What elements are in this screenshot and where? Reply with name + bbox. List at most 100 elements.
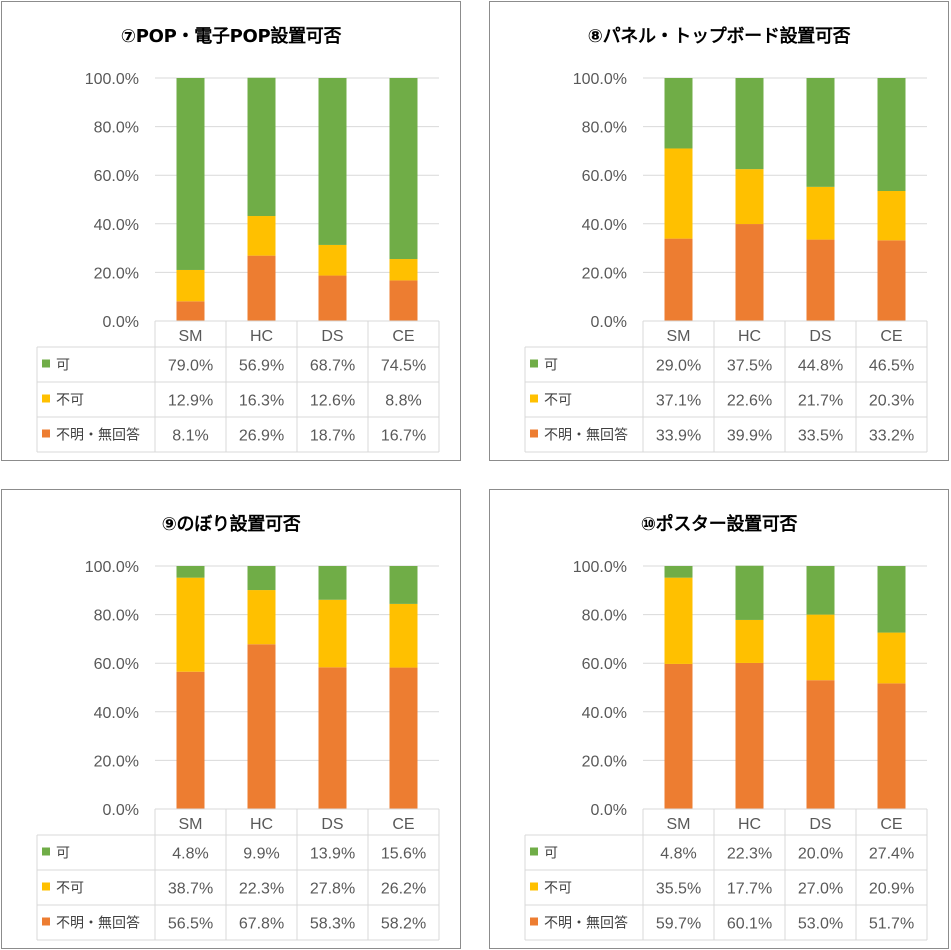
legend-swatch — [42, 394, 50, 403]
bar-segment — [735, 169, 764, 225]
data-value: 12.6% — [310, 393, 355, 410]
data-value: 38.7% — [168, 881, 213, 898]
data-value: 18.7% — [310, 428, 355, 445]
data-value: 21.7% — [798, 393, 843, 410]
y-tick-label: 80.0% — [582, 608, 627, 625]
category-label: HC — [250, 328, 273, 345]
y-tick-label: 100.0% — [85, 559, 139, 576]
bar-segment — [877, 632, 906, 684]
data-value: 58.3% — [310, 916, 355, 933]
data-value: 16.3% — [239, 393, 284, 410]
y-tick-label: 80.0% — [94, 608, 139, 625]
legend-swatch — [42, 917, 50, 926]
bar-segment — [318, 78, 347, 245]
bar-segment — [664, 663, 693, 809]
y-tick-label: 80.0% — [94, 120, 139, 137]
bar-segment — [664, 238, 693, 321]
category-label: DS — [809, 328, 831, 345]
bar-segment — [877, 566, 906, 633]
category-label: CE — [880, 816, 902, 833]
bar-segment — [806, 614, 835, 681]
category-label: HC — [738, 816, 761, 833]
bar-segment — [735, 619, 764, 663]
legend-swatch — [530, 917, 538, 926]
data-value: 26.9% — [239, 428, 284, 445]
legend-swatch — [42, 359, 50, 368]
data-value: 15.6% — [381, 846, 426, 863]
y-tick-label: 40.0% — [94, 217, 139, 234]
data-value: 27.8% — [310, 881, 355, 898]
data-value: 29.0% — [656, 358, 701, 375]
data-value: 4.8% — [172, 846, 208, 863]
bar-segment — [389, 566, 418, 604]
data-value: 27.0% — [798, 881, 843, 898]
data-value: 20.0% — [798, 846, 843, 863]
y-tick-label: 20.0% — [94, 265, 139, 282]
chart-panel-nobori: ⑨のぼり設置可否 0.0% 20.0% 40.0% 60.0% 80.0% 100.0% S… — [1, 489, 461, 949]
legend-swatch — [42, 847, 50, 856]
legend-swatch — [42, 429, 50, 438]
legend-label: 可 — [56, 358, 70, 374]
data-value: 51.7% — [869, 916, 914, 933]
bar-segment — [318, 275, 347, 321]
legend-label: 不可 — [56, 393, 84, 409]
legend-label: 可 — [544, 358, 558, 374]
data-value: 56.9% — [239, 358, 284, 375]
category-label: SM — [179, 816, 203, 833]
data-value: 33.2% — [869, 428, 914, 445]
bar-segment — [318, 566, 347, 600]
legend-label: 可 — [56, 846, 70, 862]
bar-segment — [806, 566, 835, 615]
legend-label: 不可 — [56, 881, 84, 897]
category-label: CE — [392, 816, 414, 833]
y-tick-label: 0.0% — [103, 314, 139, 331]
y-tick-label: 40.0% — [582, 217, 627, 234]
category-label: DS — [321, 816, 343, 833]
bar-segment — [735, 662, 764, 809]
data-value: 12.9% — [168, 393, 213, 410]
data-value: 79.0% — [168, 358, 213, 375]
chart-title: ⑩ポスター設置可否 — [640, 514, 798, 535]
data-value: 13.9% — [310, 846, 355, 863]
bar-segment — [664, 148, 693, 239]
stacked-bar-chart: 0.0% 20.0% 40.0% 60.0% 80.0% 100.0% SM HC DS CE 可 4… — [524, 559, 928, 941]
legend-label: 不明・無回答 — [544, 427, 628, 444]
legend-swatch — [530, 882, 538, 891]
bar-segment — [247, 255, 276, 321]
y-tick-label: 40.0% — [582, 705, 627, 722]
data-value: 17.7% — [727, 881, 772, 898]
stacked-bar-chart: 0.0% 20.0% 40.0% 60.0% 80.0% 100.0% SM HC DS CE 可 2… — [524, 71, 928, 453]
data-value: 74.5% — [381, 358, 426, 375]
y-tick-label: 100.0% — [573, 71, 627, 88]
y-tick-label: 60.0% — [94, 656, 139, 673]
bar-segment — [176, 269, 205, 302]
bar-segment — [877, 78, 906, 191]
category-label: SM — [179, 328, 203, 345]
data-value: 27.4% — [869, 846, 914, 863]
category-label: SM — [667, 328, 691, 345]
data-value: 37.5% — [727, 358, 772, 375]
data-value: 35.5% — [656, 881, 701, 898]
bar-segment — [735, 565, 764, 620]
chart-title: ⑨のぼり設置可否 — [161, 514, 301, 535]
chart-title: ⑧パネル・トップボード設置可否 — [587, 26, 851, 47]
data-value: 20.3% — [869, 393, 914, 410]
y-tick-label: 80.0% — [582, 120, 627, 137]
bar-segment — [247, 216, 276, 256]
bar-segment — [389, 603, 418, 668]
bar-segment — [176, 301, 205, 321]
y-tick-label: 20.0% — [582, 753, 627, 770]
chart-panel-poster: ⑩ポスター設置可否 0.0% 20.0% 40.0% 60.0% 80.0% 100.0%… — [489, 489, 949, 949]
data-value: 22.3% — [239, 881, 284, 898]
bar-segment — [664, 577, 693, 664]
stacked-bar-chart: 0.0% 20.0% 40.0% 60.0% 80.0% 100.0% SM HC DS CE 可 4… — [36, 559, 440, 941]
bar-segment — [247, 644, 276, 809]
bar-segment — [247, 77, 276, 217]
category-label: SM — [667, 816, 691, 833]
data-value: 26.2% — [381, 881, 426, 898]
bar-segment — [318, 244, 347, 276]
category-label: DS — [809, 816, 831, 833]
bar-segment — [735, 78, 764, 170]
bar-segment — [806, 186, 835, 240]
data-value: 56.5% — [168, 916, 213, 933]
